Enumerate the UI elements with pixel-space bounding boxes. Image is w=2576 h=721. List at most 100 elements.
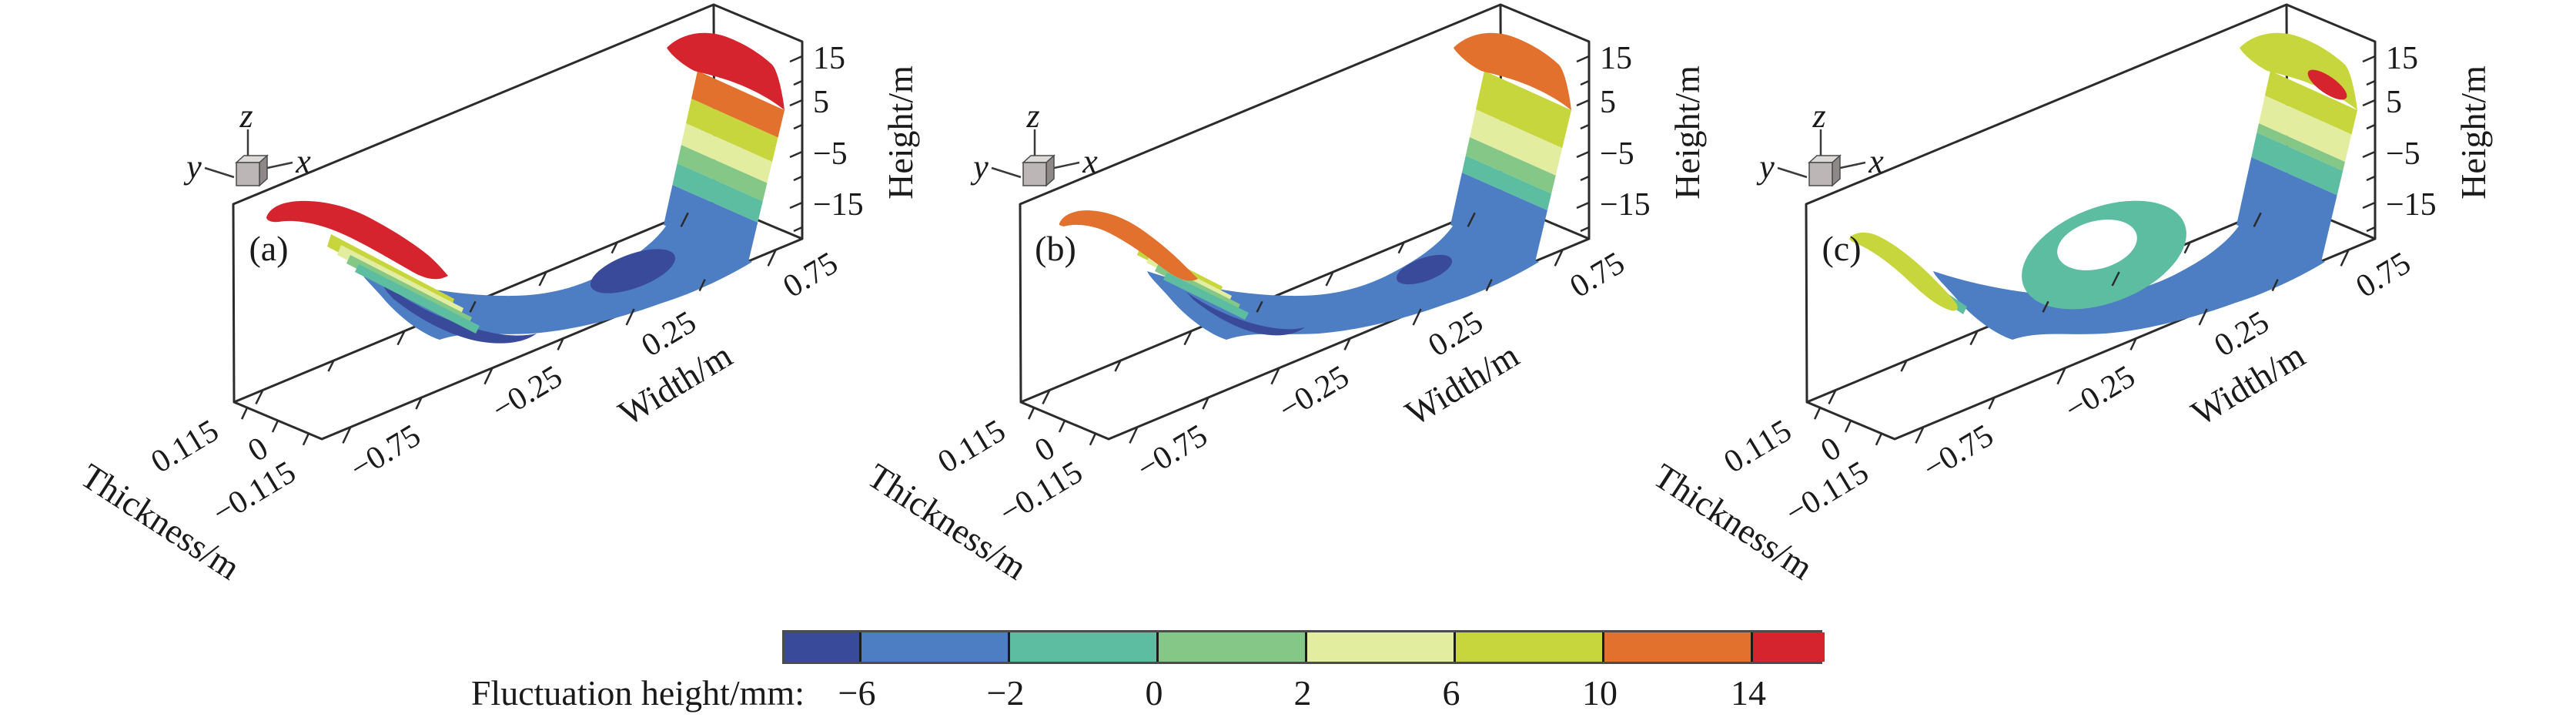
thickness-axis-tick — [1844, 420, 1852, 433]
triad-cube-front-icon — [236, 162, 260, 186]
width-axis-mirror-minor-tick — [1114, 360, 1122, 372]
colorbar-tick-label: 2 — [1293, 673, 1312, 713]
width-axis-tick-label: 0.75 — [2350, 246, 2417, 305]
surface-rise-band — [681, 123, 773, 183]
triad-y-label: y — [1756, 148, 1775, 186]
width-axis-mirror-tick — [680, 212, 689, 227]
thickness-axis-tick-label: 0.115 — [1718, 413, 1798, 480]
width-axis-mirror-minor-tick — [1397, 242, 1405, 254]
height-axis-tick-label: −5 — [1600, 136, 1634, 172]
panel-letter-label: (a) — [249, 229, 288, 268]
colorbar-segment-pale — [1305, 632, 1454, 662]
width-axis-minor-tick — [1988, 397, 1996, 410]
surface-layers — [1849, 32, 2357, 340]
triad-z-label: z — [239, 97, 253, 135]
thickness-axis-tick-label: 0.115 — [146, 413, 225, 480]
triad-z-label: z — [1025, 97, 1039, 135]
surface-valley-dark-patch — [1186, 292, 1305, 336]
surface-rise-band — [1465, 137, 1556, 194]
width-axis-tick — [1554, 249, 1564, 267]
thickness-axis-tick — [271, 420, 279, 433]
surface-left-tongue — [1849, 232, 1958, 311]
thickness-axis-tick-label: −0.115 — [206, 454, 302, 532]
width-axis-tick-label: −0.25 — [486, 359, 568, 428]
width-axis-tick-label: −0.25 — [2059, 359, 2141, 428]
width-axis-mirror-tick — [396, 330, 406, 346]
sheet-hole — [489, 222, 555, 265]
width-axis-mirror-tick — [1042, 389, 1051, 404]
surface-left-tongue — [1059, 210, 1198, 281]
surface-rise-top-cap — [667, 32, 785, 110]
height-axis-tick-label: −5 — [813, 136, 848, 172]
sheet-hole — [1273, 222, 1339, 265]
colorbar-tick-label: −2 — [986, 673, 1025, 713]
width-axis-mirror-tick — [1467, 212, 1476, 227]
thickness-axis-tick-label: 0.115 — [932, 413, 1012, 480]
width-axis-mirror-tick — [255, 389, 264, 404]
height-axis-tick — [789, 201, 803, 210]
colorbar-segment-teal — [1008, 632, 1156, 662]
height-axis-minor-tick — [2366, 79, 2376, 86]
triad-y-label: y — [970, 148, 989, 186]
width-axis-tick — [1412, 308, 1422, 326]
colorbar-tick-label: 6 — [1442, 673, 1460, 713]
triad-y-axis-line — [991, 166, 1022, 179]
width-axis-minor-tick — [698, 279, 706, 292]
colorbar-segment-blue — [859, 632, 1008, 662]
width-axis-mirror-tick — [1828, 389, 1837, 404]
colorbar-segment-darkblue — [785, 632, 859, 662]
box-right-face-edge — [713, 3, 804, 240]
width-axis-mirror-minor-tick — [327, 360, 335, 372]
height-axis-minor-tick — [1580, 226, 1590, 233]
surface-rise-band — [2264, 71, 2357, 135]
triad-x-label: x — [1868, 143, 1884, 180]
surface-layers — [266, 32, 785, 344]
width-axis-mirror-tick — [1969, 330, 1979, 346]
surface-rise-band — [1450, 173, 1547, 262]
height-axis-tick — [789, 99, 803, 107]
width-axis-tick — [2198, 308, 2208, 326]
surface-rise-band — [2251, 132, 2343, 196]
height-axis-tick-label: −5 — [2386, 136, 2420, 172]
surface-bend-dark-patch — [1396, 254, 1453, 285]
surface-hot-spot — [2307, 69, 2347, 100]
axis-triad: z y x — [1756, 97, 1884, 187]
surface-rise-band — [1461, 156, 1552, 211]
width-axis-mirror-tick — [2253, 212, 2262, 227]
width-axis-tick — [342, 426, 352, 444]
width-axis-mirror-minor-tick — [469, 300, 477, 313]
box-right-face-edge — [1500, 3, 1591, 240]
surface-rise-band — [686, 99, 778, 162]
width-axis-mirror-tick — [1325, 271, 1334, 287]
surface-left-tongue — [266, 200, 448, 280]
thickness-axis-tick — [1058, 420, 1066, 433]
height-axis-tick-label: 15 — [813, 41, 845, 76]
width-axis-minor-tick — [2129, 337, 2137, 350]
thickness-axis-tick — [240, 407, 249, 420]
width-axis-mirror-tick — [538, 271, 547, 287]
surface-layers — [1059, 32, 1571, 340]
surface-rise-band — [1470, 109, 1563, 176]
width-axis-mirror-tick — [2111, 271, 2120, 287]
width-axis-minor-tick — [557, 337, 564, 350]
width-axis-minor-tick — [1202, 397, 1209, 410]
thickness-axis-tick-label: −0.115 — [1779, 454, 1875, 532]
height-axis-tick — [2362, 150, 2376, 159]
axis-triad: z y x — [970, 97, 1098, 187]
colorbar-label-row: Fluctuation height/mm: −6 −2 0 2 6 10 14 — [0, 672, 2576, 715]
axis-triad: z y x — [183, 97, 311, 187]
triad-y-label: y — [183, 148, 202, 186]
triad-x-label: x — [295, 143, 311, 180]
height-axis-tick — [2362, 55, 2376, 63]
width-axis-tick — [2340, 249, 2350, 267]
height-axis-tick-label: 15 — [1600, 41, 1632, 76]
triad-cube-front-icon — [1808, 162, 1833, 186]
width-axis-mirror-minor-tick — [2183, 242, 2191, 254]
triad-x-label: x — [1082, 143, 1098, 180]
height-axis-tick — [1576, 150, 1590, 159]
width-axis-mirror-minor-tick — [1256, 300, 1263, 313]
colorbar-segment-red — [1751, 632, 1825, 662]
colorbar-segment-green — [1156, 632, 1305, 662]
colorbar-segment-yellow — [1454, 632, 1602, 662]
surface-rise-band — [1476, 71, 1571, 149]
